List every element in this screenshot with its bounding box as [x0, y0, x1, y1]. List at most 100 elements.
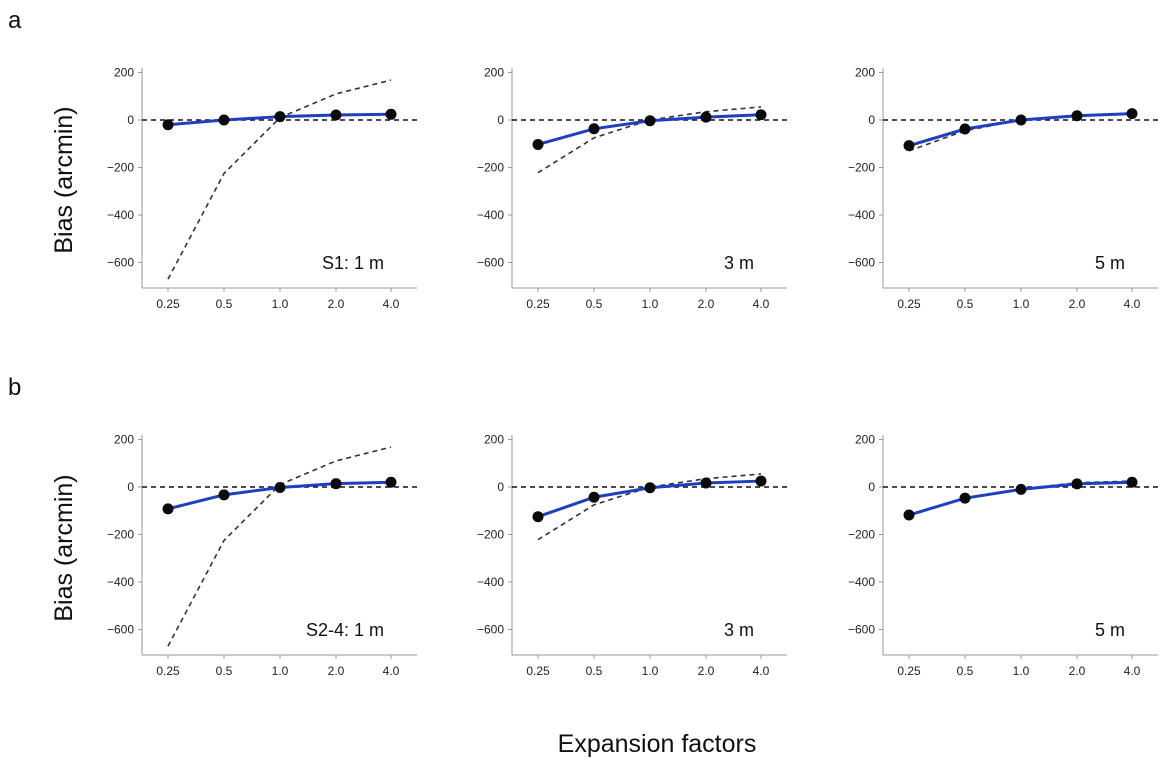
panel-1-0: 200 0 −200 −400 −600 0.25 0.5 1.0 2.0 4.0 S2-4: 1 … — [107, 433, 417, 678]
x-tick-label: 0.5 — [586, 297, 603, 311]
x-tick-label: 0.5 — [586, 664, 603, 678]
x-tick-label: 4.0 — [1124, 297, 1141, 311]
x-tick-label: 1.0 — [1013, 664, 1030, 678]
panel-1-1: 200 0 −200 −400 −600 0.25 0.5 1.0 2.0 4.0 3 m — [477, 433, 787, 678]
y-tick-label: 0 — [868, 480, 875, 494]
bias-data-point — [644, 115, 656, 127]
x-axis-label: Expansion factors — [558, 730, 757, 758]
bias-data-point — [162, 119, 174, 131]
bias-data-point — [959, 492, 971, 504]
panel-annotation: 5 m — [1095, 253, 1125, 273]
prediction-series-line — [537, 473, 762, 541]
y-tick-label: 200 — [855, 433, 875, 447]
bias-data-point — [588, 123, 600, 135]
x-tick-label: 1.0 — [272, 297, 289, 311]
panel-0-2: 200 0 −200 −400 −600 0.25 0.5 1.0 2.0 4.0 5 m — [848, 66, 1158, 311]
bias-data-point — [274, 481, 286, 493]
bias-data-point — [1126, 108, 1138, 120]
y-tick-label: −200 — [848, 528, 875, 542]
y-axis-label-row-a: Bias (arcmin) — [50, 106, 78, 253]
bias-data-point — [1015, 483, 1027, 495]
y-tick-label: −200 — [848, 161, 875, 175]
y-tick-label: −400 — [107, 208, 134, 222]
y-tick-label: 0 — [497, 480, 504, 494]
y-tick-label: 200 — [484, 433, 504, 447]
bias-data-point — [218, 114, 230, 126]
x-tick-label: 0.25 — [897, 297, 921, 311]
panel-annotation: 3 m — [724, 253, 754, 273]
bias-data-point — [644, 482, 656, 494]
panel-annotation: S1: 1 m — [322, 253, 384, 273]
x-tick-label: 1.0 — [642, 297, 659, 311]
y-tick-label: −600 — [848, 256, 875, 270]
bias-data-point — [700, 111, 712, 123]
y-tick-label: −400 — [477, 575, 504, 589]
panel-annotation: 5 m — [1095, 620, 1125, 640]
y-tick-label: −200 — [477, 161, 504, 175]
x-tick-label: 4.0 — [753, 664, 770, 678]
y-tick-label: 200 — [484, 66, 504, 80]
bias-data-point — [162, 503, 174, 515]
panel-annotation: S2-4: 1 m — [306, 620, 384, 640]
x-tick-label: 1.0 — [272, 664, 289, 678]
x-tick-label: 2.0 — [1069, 664, 1086, 678]
x-tick-label: 1.0 — [1013, 297, 1030, 311]
x-tick-label: 1.0 — [642, 664, 659, 678]
y-tick-label: −600 — [848, 623, 875, 637]
chart-panels: 200 0 −200 −400 −600 0.25 0.5 1.0 2.0 4.0 S1: 1 m 2… — [107, 66, 1158, 678]
bias-data-point — [700, 477, 712, 489]
panel-1-2: 200 0 −200 −400 −600 0.25 0.5 1.0 2.0 4.0 5 m — [848, 433, 1158, 678]
x-tick-label: 2.0 — [328, 297, 345, 311]
bias-data-point — [1071, 110, 1083, 122]
y-axis-label-row-b: Bias (arcmin) — [50, 474, 78, 621]
bias-data-point — [1126, 476, 1138, 488]
bias-data-point — [588, 491, 600, 503]
y-tick-label: 0 — [868, 113, 875, 127]
x-tick-label: 2.0 — [1069, 297, 1086, 311]
bias-data-point — [755, 109, 767, 121]
bias-data-point — [532, 138, 544, 150]
y-tick-label: −200 — [107, 161, 134, 175]
x-tick-label: 2.0 — [698, 664, 715, 678]
prediction-series-line — [537, 106, 762, 174]
y-tick-label: −600 — [107, 256, 134, 270]
bias-data-point — [218, 489, 230, 501]
x-tick-label: 4.0 — [383, 664, 400, 678]
bias-data-point — [385, 476, 397, 488]
x-tick-label: 4.0 — [753, 297, 770, 311]
y-tick-label: 0 — [127, 113, 134, 127]
prediction-series-line — [167, 79, 392, 280]
prediction-series-line — [167, 446, 392, 647]
x-tick-label: 4.0 — [1124, 664, 1141, 678]
x-tick-label: 0.25 — [156, 297, 180, 311]
y-tick-label: −400 — [848, 575, 875, 589]
x-tick-label: 0.25 — [526, 297, 550, 311]
x-tick-label: 2.0 — [328, 664, 345, 678]
x-tick-label: 2.0 — [698, 297, 715, 311]
bias-data-point — [330, 478, 342, 490]
bias-data-point — [903, 140, 915, 152]
panel-0-0: 200 0 −200 −400 −600 0.25 0.5 1.0 2.0 4.0 S1: 1 m — [107, 66, 417, 311]
y-tick-label: −200 — [107, 528, 134, 542]
y-tick-label: 0 — [497, 113, 504, 127]
y-tick-label: −600 — [477, 256, 504, 270]
panel-letter-a: a — [8, 7, 22, 34]
bias-data-point — [274, 111, 286, 123]
y-tick-label: 0 — [127, 480, 134, 494]
panel-letter-b: b — [8, 374, 21, 401]
x-tick-label: 0.25 — [897, 664, 921, 678]
bias-data-point — [385, 108, 397, 120]
y-tick-label: 200 — [114, 66, 134, 80]
bias-data-point — [330, 109, 342, 121]
panel-0-1: 200 0 −200 −400 −600 0.25 0.5 1.0 2.0 4.0 3 m — [477, 66, 787, 311]
bias-data-point — [903, 509, 915, 521]
bias-data-point — [755, 475, 767, 487]
bias-data-point — [1015, 114, 1027, 126]
x-tick-label: 4.0 — [383, 297, 400, 311]
x-tick-label: 0.5 — [957, 297, 974, 311]
y-tick-label: −600 — [477, 623, 504, 637]
y-tick-label: −400 — [107, 575, 134, 589]
y-tick-label: −200 — [477, 528, 504, 542]
y-tick-label: 200 — [855, 66, 875, 80]
x-tick-label: 0.25 — [156, 664, 180, 678]
